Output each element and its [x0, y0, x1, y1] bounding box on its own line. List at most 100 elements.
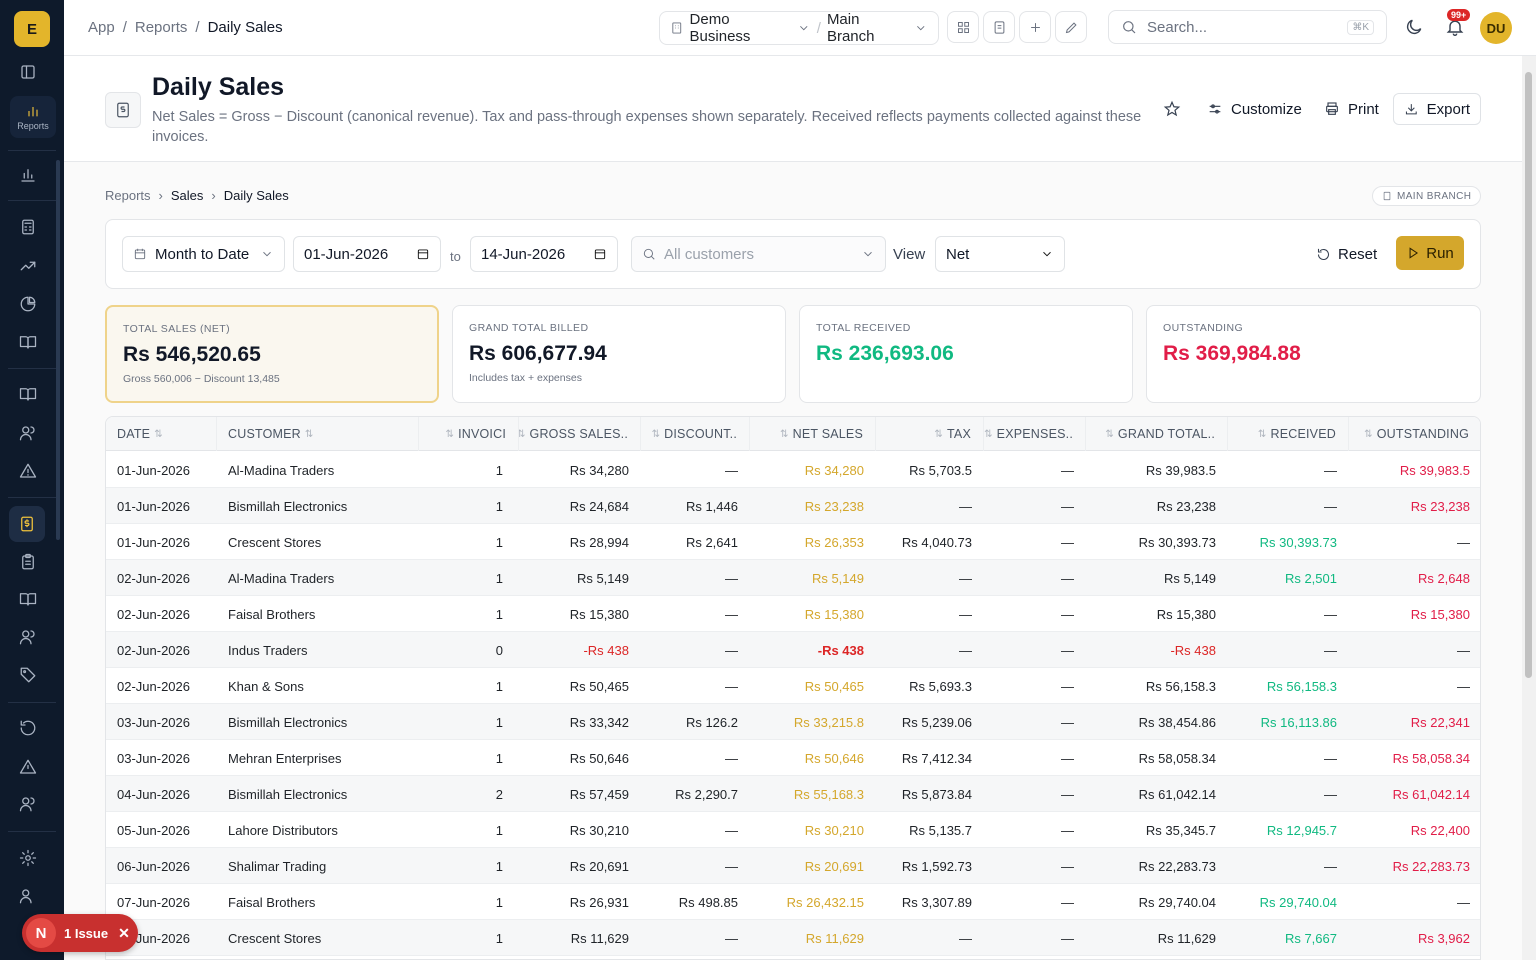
cell-grand-total: Rs 56,158.3 — [1145, 678, 1216, 694]
export-button[interactable]: Export — [1393, 93, 1481, 125]
date-from-input[interactable]: 01-Jun-2026 — [293, 236, 441, 272]
table-row[interactable]: 04-Jun-2026 Bismillah Electronics 2 Rs 57,4… — [106, 776, 1480, 812]
column-header-received[interactable]: ⇅ RECEIVED — [1228, 417, 1349, 451]
column-header-outstanding[interactable]: ⇅ OUTSTANDING — [1349, 417, 1480, 451]
table-row[interactable]: 01-Jun-2026 Bismillah Electronics 1 Rs 24,6… — [106, 488, 1480, 524]
search-input[interactable]: Search... ⌘K — [1108, 10, 1387, 44]
view-select[interactable]: Net — [935, 236, 1065, 272]
table-row[interactable]: 01-Jun-2026 Al-Madina Traders 1 Rs 34,280 — R… — [106, 452, 1480, 488]
period-select[interactable]: Month to Date — [122, 236, 285, 272]
column-header-expenses[interactable]: ⇅ EXPENSES.. — [984, 417, 1086, 451]
cell-invoices: 1 — [495, 930, 503, 946]
cell-expenses: — — [1061, 894, 1074, 910]
theme-toggle-moon-icon[interactable] — [1404, 17, 1424, 40]
cell-gross-sales: Rs 5,149 — [576, 570, 629, 586]
book-open-icon[interactable] — [16, 330, 40, 354]
sales-receipt-icon[interactable] — [9, 506, 45, 542]
close-icon[interactable]: ✕ — [118, 924, 130, 941]
users-icon[interactable] — [16, 792, 40, 816]
alert-icon[interactable] — [16, 459, 40, 483]
sort-icon: ⇅ — [780, 428, 789, 440]
invoice-button[interactable] — [983, 11, 1015, 43]
table-row[interactable]: 02-Jun-2026 Indus Traders 0 -Rs 438 — -Rs 438… — [106, 632, 1480, 668]
date-to-input[interactable]: 14-Jun-2026 — [470, 236, 618, 272]
column-header-gross-sales[interactable]: ⇅GROSS SALES.. — [519, 417, 641, 451]
branch-name[interactable]: Main Branch — [826, 11, 875, 45]
users-icon[interactable] — [16, 625, 40, 649]
clipboard-icon[interactable] — [16, 550, 40, 574]
edit-button[interactable] — [1055, 11, 1087, 43]
table-row[interactable]: 07-Jun-2026 Crescent Stores 1 Rs 11,629— Rs … — [106, 920, 1480, 956]
book-icon[interactable] — [16, 382, 40, 406]
breadcrumb-reports[interactable]: Reports — [134, 19, 188, 36]
cell-discount: — — [725, 930, 738, 946]
history-icon[interactable] — [16, 716, 40, 740]
table-row[interactable]: 01-Jun-2026 Crescent Stores 1 Rs 28,994 Rs 2… — [106, 524, 1480, 560]
pie-chart-icon[interactable] — [16, 292, 40, 316]
table-row[interactable]: 03-Jun-2026 Bismillah Electronics 1 Rs 33,3… — [106, 704, 1480, 740]
sort-icon: ⇅ — [1105, 428, 1114, 440]
print-button[interactable]: Print — [1314, 93, 1389, 125]
table-header: DATE⇅CUSTOMER⇅⇅INVOICI⇅GROSS SALES..⇅DIS… — [106, 417, 1480, 451]
cell-customer: Bismillah Electronics — [228, 786, 348, 802]
cell-date: 01-Jun-2026 — [117, 498, 190, 514]
column-header-discount[interactable]: ⇅ DISCOUNT.. — [641, 417, 750, 451]
calculator-icon[interactable] — [16, 215, 40, 239]
column-header-tax[interactable]: ⇅ TAX — [876, 417, 984, 451]
toggle-sidebar-icon[interactable] — [16, 60, 40, 84]
subcrumb-reports[interactable]: Reports — [105, 188, 151, 203]
cell-customer: Mehran Enterprises — [228, 750, 342, 766]
gear-icon[interactable] — [16, 846, 40, 870]
column-header-date[interactable]: DATE ⇅ — [106, 417, 217, 451]
notifications-bell-icon[interactable] — [1445, 17, 1465, 40]
app-logo[interactable]: E — [14, 11, 50, 47]
subcrumb-sales[interactable]: Sales — [170, 188, 204, 203]
cell-discount: — — [725, 642, 738, 658]
table-row[interactable]: 02-Jun-2026 Faisal Brothers 1 Rs 15,380 — Rs … — [106, 596, 1480, 632]
cell-outstanding: — — [1457, 534, 1470, 550]
customer-select[interactable]: All customers — [631, 236, 886, 272]
tag-icon[interactable] — [16, 663, 40, 687]
cell-gross-sales: Rs 26,931 — [569, 894, 629, 910]
table-row[interactable]: 07-Jun-2026 Faisal Brothers 1 Rs 26,931 Rs 4… — [106, 884, 1480, 920]
rail-scrollbar[interactable] — [56, 160, 60, 540]
table-row[interactable]: 06-Jun-2026 Shalimar Trading 1 Rs 20,691 — Rs… — [106, 848, 1480, 884]
users-icon[interactable] — [16, 421, 40, 445]
run-button[interactable]: Run — [1396, 236, 1464, 270]
plus-icon — [1030, 22, 1040, 32]
column-header-customer[interactable]: CUSTOMER ⇅ — [217, 417, 419, 451]
cell-tax: Rs 5,873.84 — [901, 786, 972, 802]
alert-icon[interactable] — [16, 755, 40, 779]
customize-button[interactable]: Customize — [1197, 93, 1312, 125]
table-row[interactable]: 02-Jun-2026 Khan & Sons 1 Rs 50,465 — Rs 50,4… — [106, 668, 1480, 704]
favorite-star-icon[interactable] — [1163, 100, 1181, 121]
team-icon[interactable] — [16, 884, 40, 908]
table-row[interactable]: 05-Jun-2026 Lahore Distributors 1 Rs 30,210… — [106, 812, 1480, 848]
column-header-net-sales[interactable]: ⇅ NET SALES — [750, 417, 876, 451]
table-row[interactable]: 03-Jun-2026 Mehran Enterprises 1 Rs 50,646 —… — [106, 740, 1480, 776]
cell-discount: Rs 498.85 — [678, 894, 738, 910]
column-header-grand-total[interactable]: ⇅ GRAND TOTAL.. — [1086, 417, 1228, 451]
cell-tax: Rs 4,040.73 — [901, 534, 972, 550]
breadcrumb-app[interactable]: App — [88, 19, 115, 36]
cell-date: 03-Jun-2026 — [117, 714, 190, 730]
business-switcher[interactable]: Demo Business / Main Branch — [659, 11, 939, 45]
trending-up-icon[interactable] — [16, 254, 40, 278]
reset-button[interactable]: Reset — [1316, 236, 1377, 272]
avatar[interactable]: DU — [1480, 12, 1512, 44]
cell-gross-sales: Rs 50,646 — [569, 750, 629, 766]
page-scrollbar-thumb[interactable] — [1525, 72, 1532, 678]
reset-icon — [1317, 248, 1329, 260]
add-button[interactable] — [1019, 11, 1051, 43]
nav-reports[interactable]: Reports — [10, 96, 56, 138]
book-icon[interactable] — [16, 587, 40, 611]
cell-net-sales: Rs 26,432.15 — [786, 894, 864, 910]
table-row[interactable]: 02-Jun-2026 Al-Madina Traders 1 Rs 5,149 — Rs… — [106, 560, 1480, 596]
bar-chart-icon[interactable] — [16, 163, 40, 187]
sidebar-rail: E Reports — [0, 0, 64, 960]
column-header-invoices[interactable]: ⇅ INVOICI — [419, 417, 519, 451]
grid-apps-button[interactable] — [947, 11, 979, 43]
chevron-down-icon — [800, 25, 808, 31]
breadcrumb: App / Reports / Daily Sales — [88, 19, 283, 36]
issue-badge[interactable]: N 1 Issue ✕ — [22, 914, 138, 952]
